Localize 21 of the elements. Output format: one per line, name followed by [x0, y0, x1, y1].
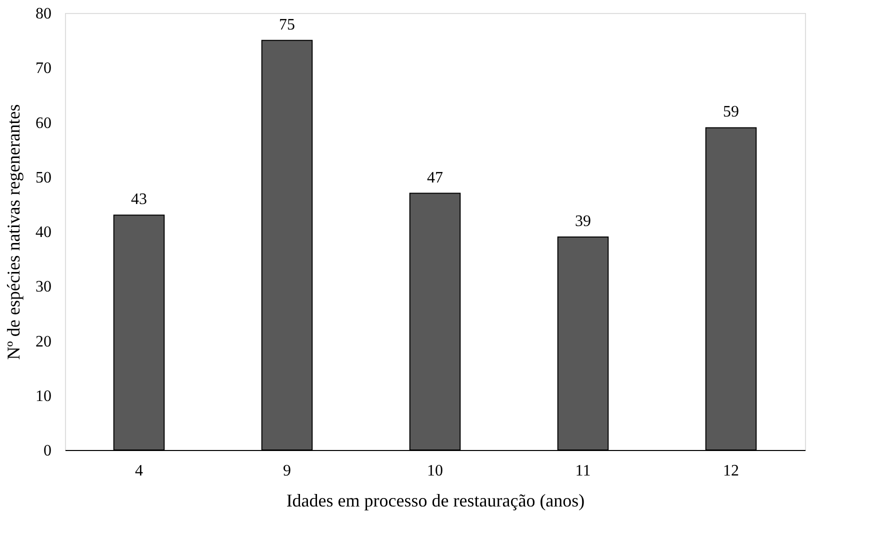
x-tick-label: 4	[135, 462, 143, 480]
y-tick-label: 70	[36, 60, 52, 78]
y-tick-label: 20	[36, 333, 52, 350]
x-tick-label: 10	[427, 462, 443, 480]
y-tick-label: 10	[36, 388, 52, 405]
x-tick-label: 9	[283, 462, 291, 480]
data-label: 39	[575, 212, 591, 230]
y-tick-label: 60	[36, 114, 52, 132]
y-tick-label: 50	[36, 169, 52, 186]
x-tick-label: 11	[575, 462, 591, 480]
y-tick-label: 30	[36, 278, 52, 296]
y-axis-title: Nº de espécies nativas regenerantes	[4, 104, 24, 360]
data-label: 75	[279, 16, 295, 34]
y-tick-label: 0	[44, 442, 52, 460]
x-tick-label: 12	[723, 462, 739, 480]
y-tick-label: 40	[36, 224, 52, 241]
x-axis-title: Idades em processo de restauração (anos)	[286, 490, 585, 510]
data-label: 47	[427, 169, 443, 186]
y-tick-label: 80	[36, 6, 52, 22]
data-label: 59	[723, 104, 739, 121]
data-label: 43	[131, 191, 147, 208]
